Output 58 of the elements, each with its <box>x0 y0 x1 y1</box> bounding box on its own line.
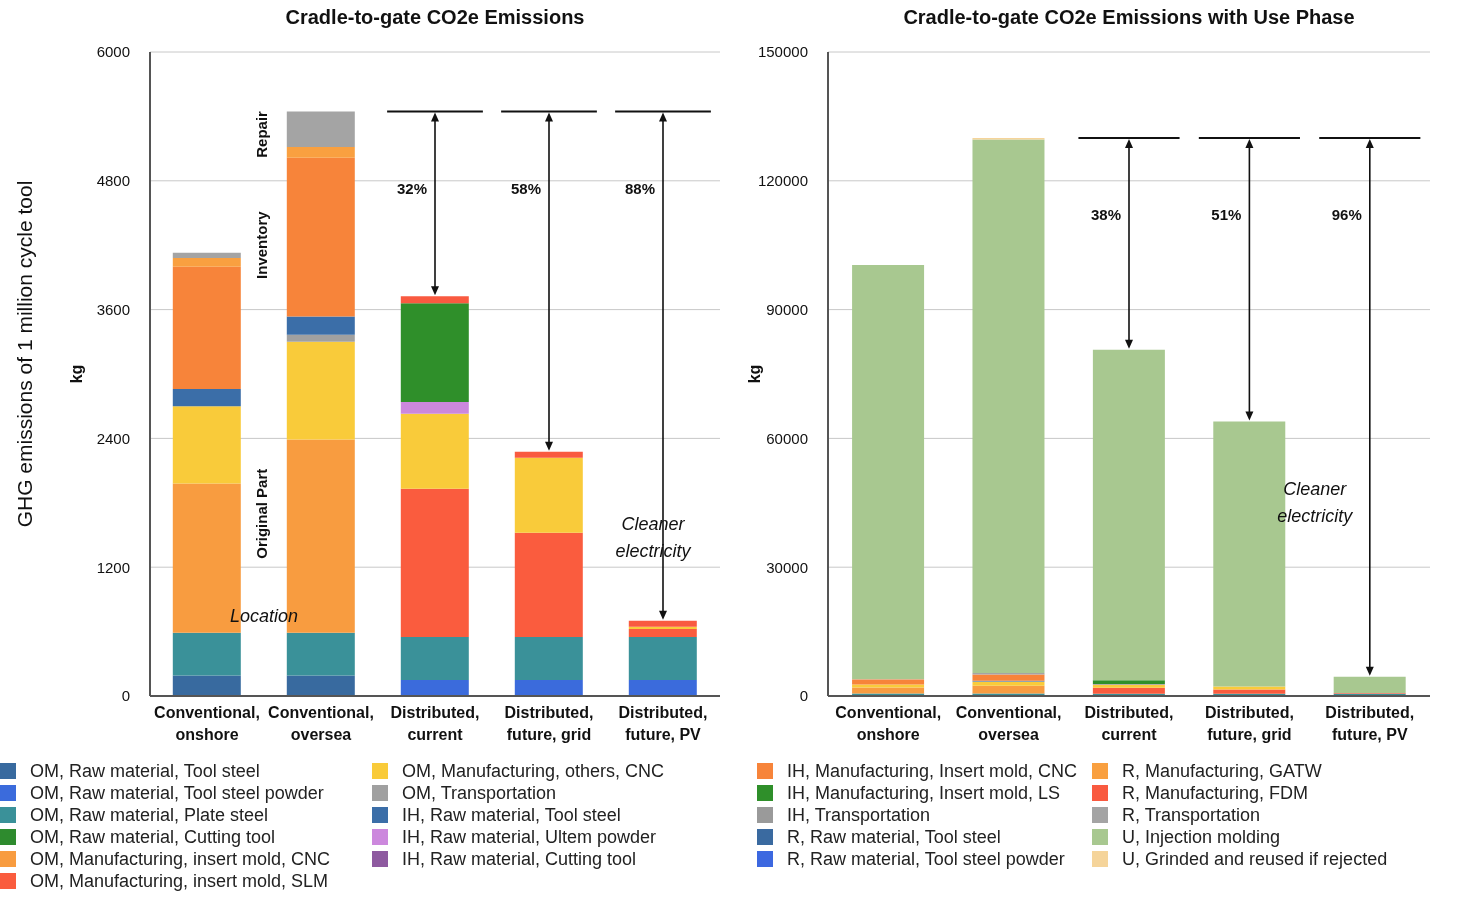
legend-label: OM, Raw material, Tool steel <box>30 760 260 782</box>
y-tick-label: 3600 <box>96 300 130 318</box>
y-tick-label: 0 <box>799 687 808 705</box>
x-tick-label: Conventional, oversea <box>268 704 374 743</box>
y-tick-label: 2400 <box>96 429 130 447</box>
legend-label: R, Manufacturing, FDM <box>1122 782 1309 804</box>
text: GHG emissions of 1 million cycle tool <box>13 180 36 528</box>
chart-title: Cradle-to-gate CO2e Emissions <box>284 6 586 29</box>
legend-label: IH, Raw material, Ultem powder <box>402 826 657 848</box>
legend-label: OM, Transportation <box>402 782 557 804</box>
annotation: 32% <box>396 180 427 198</box>
annotation: 58% <box>510 180 541 198</box>
legend-label: U, Injection molding <box>1122 826 1281 848</box>
legend-label: R, Raw material, Tool steel <box>787 826 1001 848</box>
x-tick-label: Conventional, oversea <box>955 704 1062 743</box>
legend-label: U, Grinded and reused if rejected <box>1122 848 1388 870</box>
legend-label: OM, Raw material, Plate steel <box>30 804 269 826</box>
y-axis-title: kg <box>68 364 85 384</box>
y-tick-label: 90000 <box>766 300 808 318</box>
y-tick-label: 4800 <box>96 172 130 190</box>
x-tick-label: Distributed, future, grid <box>1204 704 1294 743</box>
x-tick-label: Distributed, future, grid <box>504 704 594 743</box>
chart-title: Cradle-to-gate CO2e Emissions with Use Phase <box>902 6 1356 29</box>
y-tick-label: 30000 <box>766 558 808 576</box>
y-tick-label: 120000 <box>757 172 808 190</box>
y-tick-label: 150000 <box>757 43 808 61</box>
legend-label: IH, Manufacturing, Insert mold, CNC <box>787 760 1078 782</box>
annotation: 96% <box>1331 205 1362 223</box>
annotation: Original Part <box>252 468 270 559</box>
legend-label: OM, Raw material, Tool steel powder <box>30 782 324 804</box>
legend-label: IH, Manufacturing, Insert mold, LS <box>787 782 1061 804</box>
x-tick-label: Conventional, onshore <box>154 704 260 743</box>
legend-label: OM, Manufacturing, insert mold, CNC <box>30 848 331 870</box>
x-tick-label: Distributed, future, PV <box>618 704 708 743</box>
legend-label: R, Raw material, Tool steel powder <box>787 848 1065 870</box>
annotation: 88% <box>624 180 655 198</box>
legend-label: R, Manufacturing, GATW <box>1122 760 1322 782</box>
legend-label: R, Transportation <box>1122 804 1261 826</box>
legend-label: OM, Raw material, Cutting tool <box>30 826 276 848</box>
y-tick-label: 0 <box>121 687 130 705</box>
y-tick-label: 60000 <box>766 429 808 447</box>
legend-label: IH, Raw material, Cutting tool <box>402 848 637 870</box>
legend-label: OM, Manufacturing, insert mold, SLM <box>30 870 329 892</box>
annotation: Cleaner electricity <box>1277 478 1354 526</box>
legend-label: OM, Manufacturing, others, CNC <box>402 760 665 782</box>
x-tick-label: Distributed, current <box>1084 704 1174 743</box>
annotation: 38% <box>1090 205 1121 223</box>
annotation: Repair <box>252 110 270 158</box>
annotation: 51% <box>1211 205 1242 223</box>
y-tick-label: 1200 <box>96 558 130 576</box>
annotation: Inventory <box>252 210 270 279</box>
y-axis-title: kg <box>746 364 763 384</box>
x-tick-label: Distributed, current <box>390 704 480 743</box>
legend-label: IH, Transportation <box>787 804 931 826</box>
legend-label: IH, Raw material, Tool steel <box>402 804 621 826</box>
x-tick-label: Conventional, onshore <box>835 704 942 743</box>
x-tick-label: Distributed, future, PV <box>1325 704 1415 743</box>
y-tick-label: 6000 <box>96 43 130 61</box>
